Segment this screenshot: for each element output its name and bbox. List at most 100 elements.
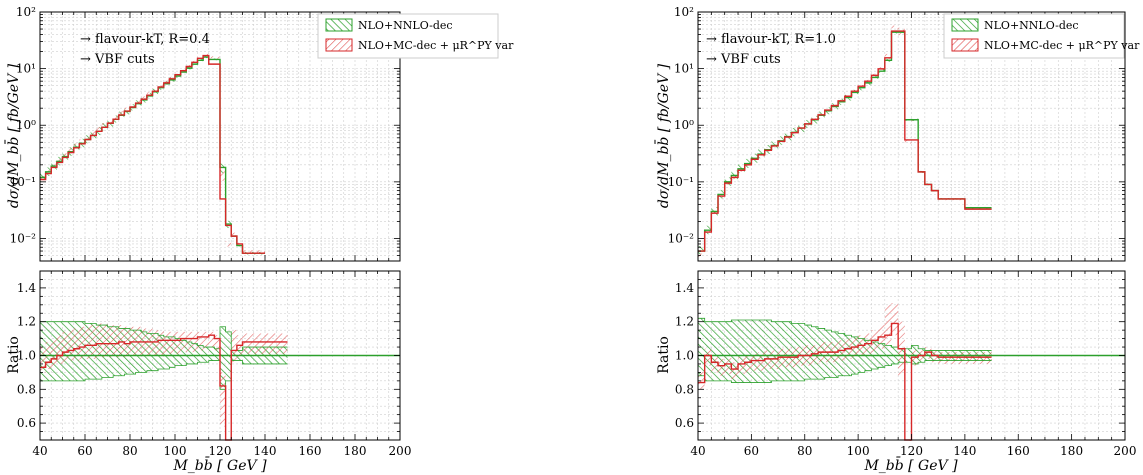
mc-band-bin <box>163 80 170 84</box>
mc-band-bin <box>90 131 97 136</box>
mc-line <box>698 30 992 252</box>
x-tick-label: 200 <box>389 444 412 458</box>
mc-ratio-band-bin <box>73 328 80 361</box>
mc-band-bin <box>152 88 159 92</box>
nnlo-band-bin <box>698 246 705 255</box>
mc-ratio-band-bin <box>158 330 164 356</box>
mc-band-bin <box>141 96 147 100</box>
x-tick-label: 100 <box>847 444 870 458</box>
mc-band-bin <box>242 250 265 253</box>
right-main-y-ticks: 10⁻² 10⁻¹ 10⁰ 10¹ 10² <box>668 5 1126 262</box>
left-x-axis-label: M_bb̄ [ GeV ] <box>172 456 267 474</box>
mc-ratio-band-bin <box>931 350 939 363</box>
left-annotation-cuts: → VBF cuts <box>80 52 155 67</box>
mc-band-bin <box>107 119 114 124</box>
x-tick-label: 180 <box>1060 444 1083 458</box>
mc-ratio-band-bin <box>113 325 119 358</box>
mc-ratio-band-bin <box>718 358 725 376</box>
nnlo-ratio-band-bin <box>744 320 752 383</box>
mc-ratio-band-bin <box>135 326 142 356</box>
ratio-y-tick-label: 0.6 <box>17 416 36 430</box>
ratio-y-tick-label: 1.0 <box>17 349 36 363</box>
mc-band-bin <box>85 135 91 140</box>
y-tick-label: 10² <box>16 5 36 19</box>
mc-band-bin <box>891 25 899 30</box>
mc-ratio-band-bin <box>163 331 170 354</box>
mc-ratio-band-bin <box>711 355 719 373</box>
right-x-ticks: 40 60 80 100 120 140 160 180 200 <box>690 271 1136 458</box>
mc-band-bin <box>68 148 74 153</box>
nnlo-ratio-band-bin <box>225 331 232 381</box>
mc-band-bin <box>73 143 80 148</box>
y-tick-label: 10⁻² <box>10 231 37 245</box>
mc-band-bin <box>231 232 237 238</box>
nnlo-ratio-band-bin <box>197 345 204 363</box>
mc-ratio-band-bin <box>704 348 712 366</box>
mc-band-bin <box>220 169 226 181</box>
nnlo-ratio-band-bin <box>186 341 192 364</box>
mc-ratio-band-bin <box>85 325 91 359</box>
mc-ratio-band-bin <box>56 335 63 364</box>
mc-ratio-band-bin <box>798 347 805 366</box>
mc-ratio-band-bin <box>236 335 243 358</box>
nnlo-ratio-band-bin <box>724 321 732 381</box>
left-legend-swatch-red <box>325 38 353 52</box>
nnlo-ratio-band-bin <box>220 326 226 390</box>
y-tick-label: 10⁰ <box>16 118 36 132</box>
left-main-series <box>40 53 265 255</box>
left-legend-label-green: NLO+NNLO-dec <box>358 19 453 32</box>
y-tick-label: 10⁻¹ <box>668 175 694 189</box>
mc-ratio-band-bin <box>751 353 759 371</box>
x-tick-label: 80 <box>122 444 137 458</box>
nnlo-ratio-band-bin <box>718 321 725 381</box>
mc-ratio-band-bin <box>265 333 288 354</box>
mc-ratio-band-bin <box>738 357 745 375</box>
mc-band-bin <box>62 153 69 158</box>
mc-ratio-band-bin <box>96 323 102 358</box>
x-tick-label: 140 <box>254 444 277 458</box>
right-panel: 10⁻² 10⁻¹ 10⁰ 10¹ 10² → flavour-kT, R=1.0 → … <box>654 5 1140 474</box>
nnlo-ratio-band-bin <box>711 321 719 381</box>
x-tick-label: 100 <box>164 444 187 458</box>
mc-ratio-band-bin <box>964 352 992 364</box>
mc-ratio-band-bin <box>744 355 752 373</box>
mc-ratio-band-bin <box>101 323 108 358</box>
mc-band-bin <box>698 253 705 257</box>
right-legend-swatch-green <box>951 18 979 32</box>
mc-ratio-band-bin <box>62 331 69 363</box>
ratio-y-tick-label: 1.0 <box>675 349 694 363</box>
right-ratio-label: Ratio <box>656 336 672 374</box>
y-tick-label: 10¹ <box>674 62 694 76</box>
x-tick-label: 40 <box>690 444 705 458</box>
mc-band-bin <box>158 84 164 88</box>
right-legend: NLO+NNLO-dec NLO+MC-dec + μR^PY var <box>943 13 1140 59</box>
mc-band-bin <box>214 56 220 59</box>
mc-band-bin <box>124 107 130 112</box>
ratio-y-tick-label: 0.8 <box>17 382 36 396</box>
y-tick-label: 10⁻¹ <box>10 175 36 189</box>
left-ratio-series <box>40 321 400 441</box>
x-tick-label: 60 <box>77 444 92 458</box>
nnlo-ratio-band-bin <box>214 348 220 361</box>
right-annotation-cuts: → VBF cuts <box>706 52 781 67</box>
right-annotation-jet: → flavour-kT, R=1.0 <box>706 32 836 47</box>
y-tick-label: 10¹ <box>16 62 36 76</box>
mc-ratio-band-bin <box>784 348 792 368</box>
mc-ratio-band-bin <box>40 347 46 373</box>
nnlo-ratio-band-bin <box>751 320 759 383</box>
mc-band-bin <box>884 53 892 59</box>
mc-band-bin <box>118 111 125 116</box>
left-panel: 10⁻² 10⁻¹ 10⁰ 10¹ 10² → flavour-kT, R=0.4 → … <box>4 5 514 474</box>
x-tick-label: 160 <box>299 444 322 458</box>
x-tick-label: 120 <box>900 444 923 458</box>
ratio-y-tick-label: 1.2 <box>17 315 36 329</box>
nnlo-ratio-band-bottom <box>40 360 288 390</box>
mc-ratio-band-bin <box>778 348 785 368</box>
y-tick-label: 10⁻² <box>668 231 695 245</box>
ratio-y-tick-label: 0.8 <box>675 382 694 396</box>
right-y-axis-label: dσ/dM_bb̄ [ fb/GeV ] <box>654 63 672 208</box>
mc-ratio-band-bin <box>871 330 879 353</box>
mc-ratio-band-bin <box>231 330 237 363</box>
mc-ratio-band-bin <box>771 350 779 370</box>
mc-ratio-band-bin <box>911 350 919 366</box>
